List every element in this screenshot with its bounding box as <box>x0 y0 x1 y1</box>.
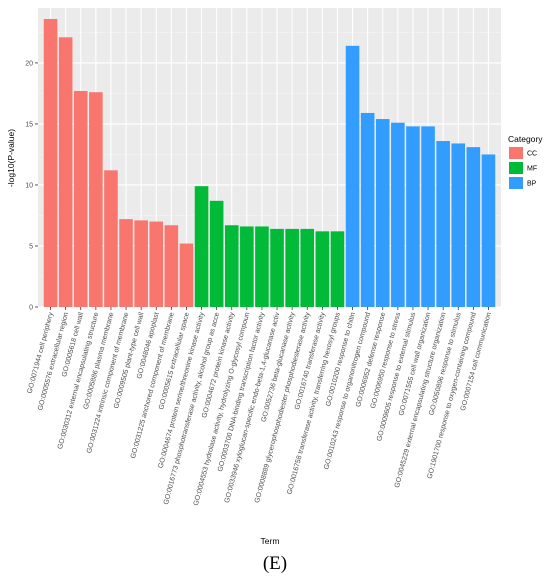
bar-bp <box>481 154 496 307</box>
y-tick-label: 10 <box>25 182 33 189</box>
bar-bp <box>466 147 481 307</box>
bar-mf <box>330 231 345 307</box>
y-tick-label: 20 <box>25 60 33 67</box>
bar-bp <box>421 126 435 307</box>
bar-mf <box>255 226 269 307</box>
bar-cc <box>134 220 148 307</box>
bar-mf <box>224 225 239 307</box>
bars <box>43 18 496 308</box>
y-axis-ticks: 0 5 10 15 20 <box>25 60 38 312</box>
bar-mf <box>315 231 330 307</box>
legend-label-mf: MF <box>527 166 537 173</box>
y-tick-label: 5 <box>29 243 33 250</box>
bar-cc <box>149 221 164 307</box>
bar-cc <box>43 18 58 307</box>
figure-caption: (E) <box>262 553 288 574</box>
bar-bp <box>436 141 450 307</box>
bar-bp <box>345 45 360 308</box>
legend-label-cc: CC <box>527 151 537 158</box>
bar-cc <box>119 219 133 307</box>
legend-title: Category <box>508 134 543 144</box>
bar-cc <box>73 90 88 307</box>
bar-cc <box>164 225 179 307</box>
bar-mf <box>300 228 315 307</box>
bar-bp <box>451 143 466 307</box>
legend-key-cc <box>509 147 523 159</box>
bar-bp <box>360 112 375 307</box>
legend-key-mf <box>509 162 523 174</box>
bar-mf <box>270 228 284 307</box>
bar-mf <box>194 186 209 307</box>
x-axis-title: Term <box>261 536 280 546</box>
bar-bp <box>391 122 405 307</box>
bar-mf <box>285 228 299 307</box>
bar-cc <box>89 92 103 307</box>
y-tick-label: 0 <box>29 305 33 312</box>
y-axis-title: -log10(P-value) <box>6 129 16 187</box>
y-tick-label: 15 <box>25 121 33 128</box>
legend-label-bp: BP <box>527 181 537 188</box>
bar-mf <box>240 226 254 307</box>
bar-cc <box>104 170 118 307</box>
bar-cc <box>58 37 73 307</box>
bar-bp <box>375 119 390 307</box>
legend: Category CC MF BP <box>508 134 543 189</box>
bar-cc <box>179 243 194 307</box>
bar-bp <box>406 126 420 307</box>
legend-key-bp <box>509 177 523 189</box>
bar-mf <box>209 200 224 307</box>
